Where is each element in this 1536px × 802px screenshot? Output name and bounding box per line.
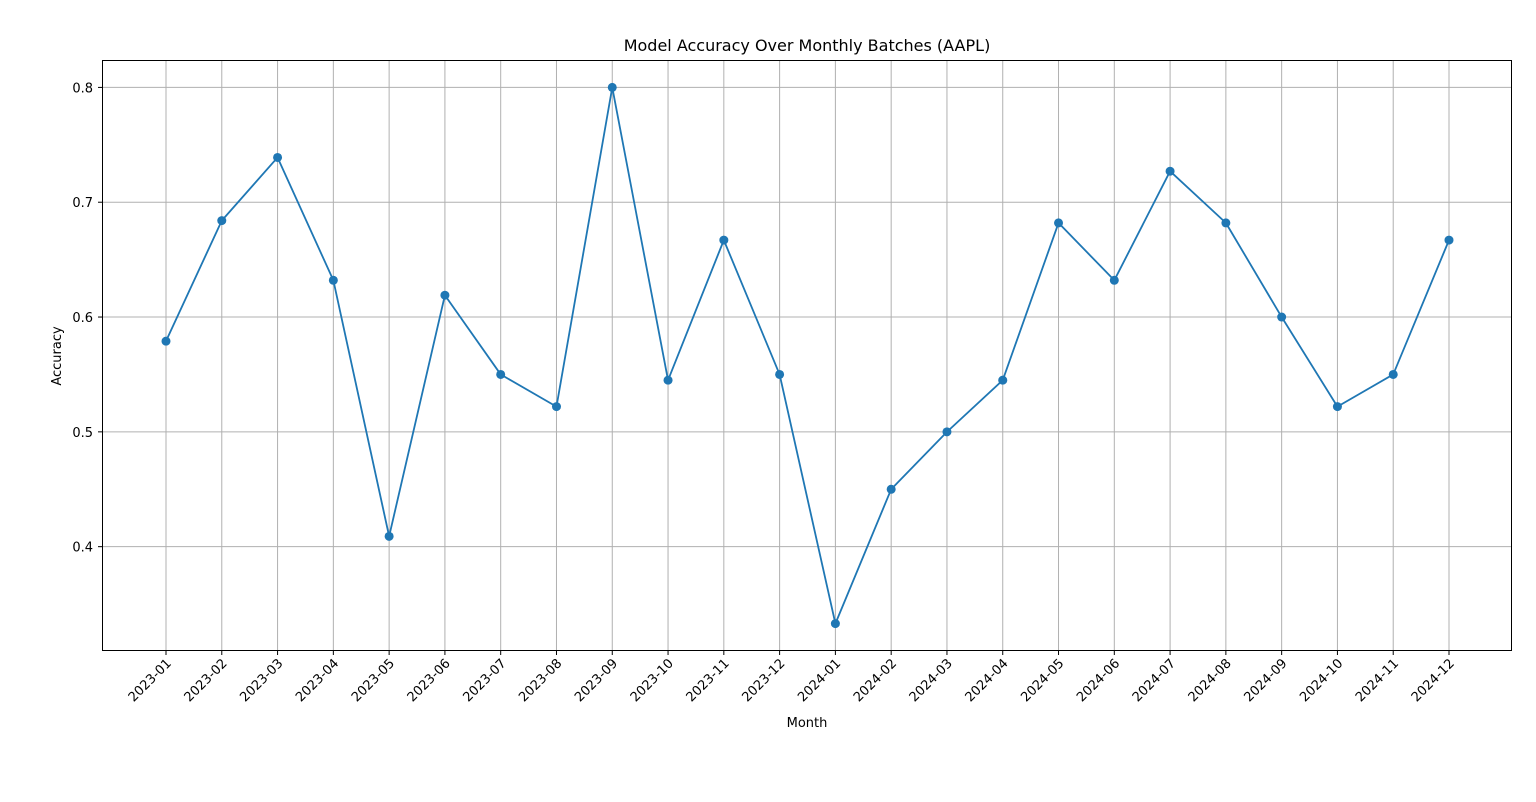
x-tick-label: 2024-03: [907, 656, 956, 705]
data-point: [496, 369, 506, 379]
y-tick-label: 0.8: [72, 81, 93, 96]
x-tick-label: 2024-06: [1074, 656, 1123, 705]
data-point: [1221, 218, 1231, 228]
x-tick-label: 2023-06: [405, 656, 454, 705]
x-tick-label: 2024-08: [1186, 656, 1235, 705]
grid-layer: [103, 61, 1511, 650]
data-point: [830, 619, 840, 629]
data-point: [886, 484, 896, 494]
x-tick-label: 2024-02: [851, 656, 900, 705]
x-tick-label: 2024-05: [1018, 656, 1067, 705]
x-axis-label: Month: [787, 716, 828, 731]
series-layer: [161, 82, 1454, 629]
data-point: [1388, 369, 1398, 379]
y-tick-label: 0.6: [72, 311, 93, 326]
x-tick-label: 2024-01: [795, 656, 844, 705]
x-tick-label: 2023-03: [237, 656, 286, 705]
data-point: [1054, 218, 1064, 228]
data-point: [1444, 235, 1454, 245]
data-point: [161, 336, 171, 346]
x-tick-label: 2024-07: [1130, 656, 1179, 705]
x-tick-label: 2023-05: [349, 656, 398, 705]
chart-title: Model Accuracy Over Monthly Batches (AAP…: [624, 36, 991, 55]
data-point: [1332, 402, 1342, 412]
x-tick-label: 2024-11: [1353, 656, 1402, 705]
data-point: [1109, 275, 1119, 285]
x-tick-label: 2024-12: [1409, 656, 1458, 705]
x-tick-label: 2023-07: [461, 656, 510, 705]
data-point: [942, 427, 952, 437]
data-point: [551, 402, 561, 412]
x-tick-label: 2023-08: [516, 656, 565, 705]
x-tick-label: 2023-01: [126, 656, 175, 705]
x-tick-label: 2023-10: [628, 656, 677, 705]
plot-area-frame: [102, 60, 1512, 651]
y-axis: 0.4 0.5 0.6 0.7 0.8: [72, 81, 103, 556]
data-point: [1165, 166, 1175, 176]
x-tick-label: 2024-09: [1241, 656, 1290, 705]
data-point: [384, 531, 394, 541]
series-line: [165, 86, 1450, 625]
x-tick-label: 2023-02: [182, 656, 231, 705]
data-point: [998, 375, 1008, 385]
x-tick-label: 2023-11: [684, 656, 733, 705]
y-tick-label: 0.7: [72, 196, 93, 211]
data-point: [719, 235, 729, 245]
data-point: [1277, 312, 1287, 322]
x-axis: 2023-01 2023-02 2023-03 2023-04 2023-05 2023-…: [126, 650, 1458, 705]
data-point: [663, 375, 673, 385]
x-tick-label: 2023-09: [572, 656, 621, 705]
data-point: [273, 152, 283, 162]
data-point: [217, 216, 227, 226]
x-tick-label: 2024-04: [963, 656, 1012, 705]
x-tick-label: 2023-12: [739, 656, 788, 705]
data-point: [607, 82, 617, 92]
data-point: [775, 369, 785, 379]
y-axis-label: Accuracy: [50, 326, 65, 386]
data-point: [328, 275, 338, 285]
x-tick-label: 2024-10: [1297, 656, 1346, 705]
y-tick-label: 0.5: [72, 426, 93, 441]
x-tick-label: 2023-04: [293, 656, 342, 705]
data-point: [440, 290, 450, 300]
y-tick-label: 0.4: [72, 541, 93, 556]
